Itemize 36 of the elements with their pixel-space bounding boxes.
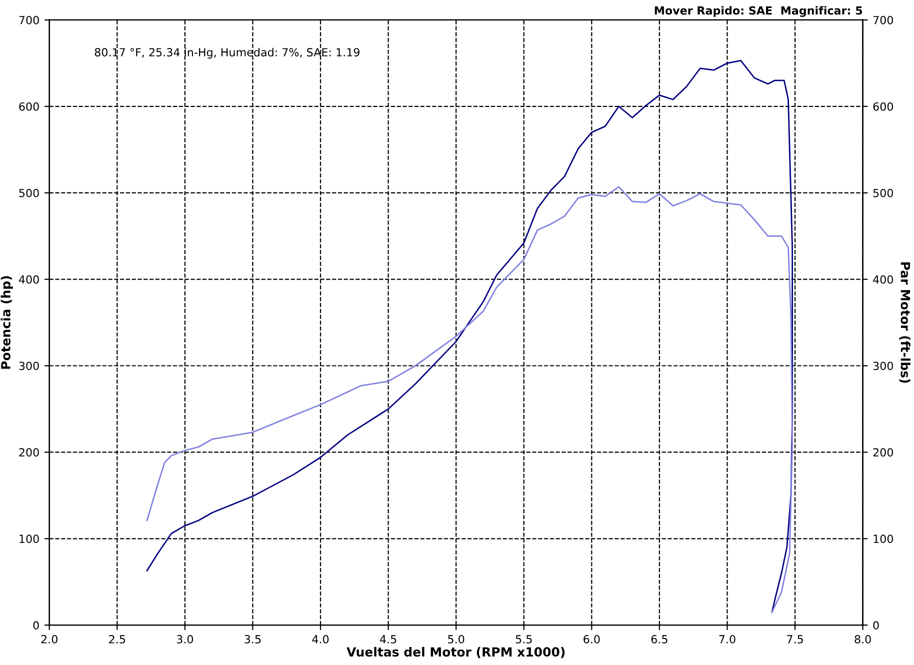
y-axis-title: Potencia (hp) bbox=[0, 276, 13, 369]
x-tick-label: 6.5 bbox=[651, 635, 668, 644]
y2-tick-label: 0 bbox=[873, 621, 879, 630]
text: Mover Rapido: SAE Magnificar: 5 bbox=[654, 6, 862, 17]
y2-tick-label: 500 bbox=[873, 188, 894, 198]
x-tick-label: 4.0 bbox=[312, 635, 329, 644]
y-tick-label: 300 bbox=[19, 362, 39, 370]
y2-tick-label: 400 bbox=[873, 275, 894, 284]
y2-tick-label: 700 bbox=[873, 16, 894, 24]
x-tick-label: 3.5 bbox=[244, 635, 261, 644]
line-series bbox=[146, 186, 794, 613]
x-tick-label: 2.0 bbox=[41, 635, 58, 644]
line-series bbox=[146, 60, 794, 613]
y2-tick-label: 600 bbox=[873, 102, 894, 111]
y-tick-label: 400 bbox=[18, 275, 39, 284]
y2-tick-label: 300 bbox=[873, 362, 894, 370]
annotation: 80.17 °F, 25.34 in-Hg, Humedad: 7%, SAE: 1.19 bbox=[94, 48, 360, 59]
x-tick-label: 3.0 bbox=[176, 635, 194, 644]
y-tick-label: 0 bbox=[33, 621, 39, 630]
y-tick-label: 500 bbox=[19, 188, 39, 198]
x-tick-label: 7.5 bbox=[787, 635, 803, 644]
y-tick-label: 200 bbox=[19, 448, 39, 457]
x-tick-label: 5.0 bbox=[448, 635, 464, 644]
y-tick-label: 100 bbox=[20, 534, 39, 544]
x-tick-label: 6.0 bbox=[584, 635, 600, 644]
x-tick-label: 5.5 bbox=[516, 635, 532, 644]
x-axis-title: Vueltas del Motor (RPM x1000) bbox=[346, 646, 565, 658]
x-tick-label: 8.0 bbox=[854, 635, 871, 644]
y-tick-label: 700 bbox=[19, 16, 39, 24]
x-tick-label: 4.5 bbox=[380, 635, 396, 644]
x-tick-label: 7.0 bbox=[719, 635, 736, 644]
y-tick-label: 600 bbox=[19, 102, 39, 111]
x-tick-label: 2.5 bbox=[109, 635, 126, 644]
y2-axis-title: Par Motor (ft-lbs) bbox=[899, 262, 910, 383]
y2-tick-label: 200 bbox=[873, 448, 894, 457]
y2-tick-label: 100 bbox=[874, 534, 894, 544]
